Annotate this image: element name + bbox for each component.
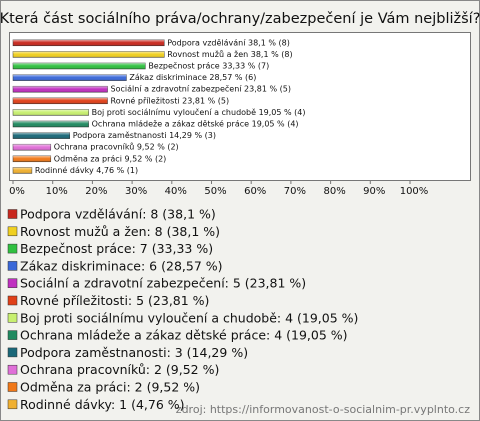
x-tick-label: 30% [125,186,147,197]
legend-label: Ochrana pracovníků: 2 (9,52 %) [20,362,219,377]
bar-shine [13,86,108,93]
legend-label: Bezpečnost práce: 7 (33,33 %) [20,241,213,256]
legend-swatch [7,382,18,392]
bar-label: Ochrana pracovníků 9,52 % (2) [54,142,179,152]
x-tick-label: 60% [244,186,266,197]
legend-swatch [7,364,18,375]
x-tick-label: 40% [165,186,187,197]
bar-label: Rovné příležitosti 23,81 % (5) [111,95,230,105]
bar-label: Podpora vzdělávání 38,1 % (8) [167,38,290,47]
bar-label: Zákaz diskriminace 28,57 % (6) [129,73,256,82]
x-tick-label: 20% [85,186,107,197]
legend-label: Rovné příležitosti: 5 (23,81 %) [20,293,209,308]
bar-shine [13,51,165,58]
legend-label: Podpora vzdělávání: 8 (38,1 %) [20,207,216,222]
bar-label: Boj proti sociálnímu vyloučení a chudobě… [92,107,306,117]
chart-title: Která část sociálního práva/ochrany/zabe… [0,11,480,27]
bar-shine [13,144,51,151]
bar-shine [13,121,89,127]
bar-shine [13,109,89,116]
x-tick-label: 80% [323,186,345,197]
legend-label: Zákaz diskriminace: 6 (28,57 %) [20,258,223,273]
legend-label: Rodinné dávky: 1 (4,76 %) [20,397,185,412]
bar-label: Rovnost mužů a žen 38,1 % (8) [167,49,292,59]
x-tick-label: 0% [9,186,25,197]
legend-label: Rovnost mužů a žen: 8 (38,1 %) [20,224,220,239]
legend-swatch [7,313,18,323]
x-tick-label: 70% [284,186,306,197]
legend-swatch [7,226,18,237]
bar-shine [13,97,108,104]
legend-label: Boj proti sociálnímu vyloučení a chudobě… [20,310,358,325]
bar-label: Sociální a zdravotní zabezpečení 23,81 %… [111,84,291,94]
x-tick-label: 50% [204,186,226,197]
legend-swatch [7,243,18,254]
bar-shine [13,155,51,162]
x-tick-label: 10% [46,186,68,197]
legend-label: Podpora zaměstnanosti: 3 (14,29 %) [20,345,248,360]
bar-shine [13,39,165,46]
bar-label: Rodinné dávky 4,76 % (1) [35,165,138,175]
bar-shine [13,132,70,139]
legend-label: Ochrana mládeže a zákaz dětské práce: 4 … [20,328,348,343]
legend-swatch [7,209,18,219]
legend-swatch [7,330,18,340]
bar-shine [13,74,127,81]
source: zdroj: https://informovanost-o-socialnim… [176,403,470,416]
legend-swatch [7,347,18,358]
bar-label: Odměna za práci 9,52 % (2) [54,154,167,163]
legend-swatch [7,261,18,271]
bar-label: Bezpečnost práce 33,33 % (7) [148,61,269,71]
x-tick-label: 90% [363,186,385,197]
bar-label: Podpora zaměstnanosti 14,29 % (3) [73,131,216,140]
bar-label: Ochrana mládeže a zákaz dětské práce 19,… [92,119,299,129]
x-tick-label: 100% [400,186,429,197]
bar-shine [13,63,146,69]
legend-label: Sociální a zdravotní zabezpečení: 5 (23,… [20,276,306,291]
bar-shine [13,167,32,174]
legend-label: Odměna za práci: 2 (9,52 %) [20,380,200,395]
legend-swatch [7,295,18,306]
legend-swatch [7,399,18,410]
legend-swatch [7,278,18,288]
